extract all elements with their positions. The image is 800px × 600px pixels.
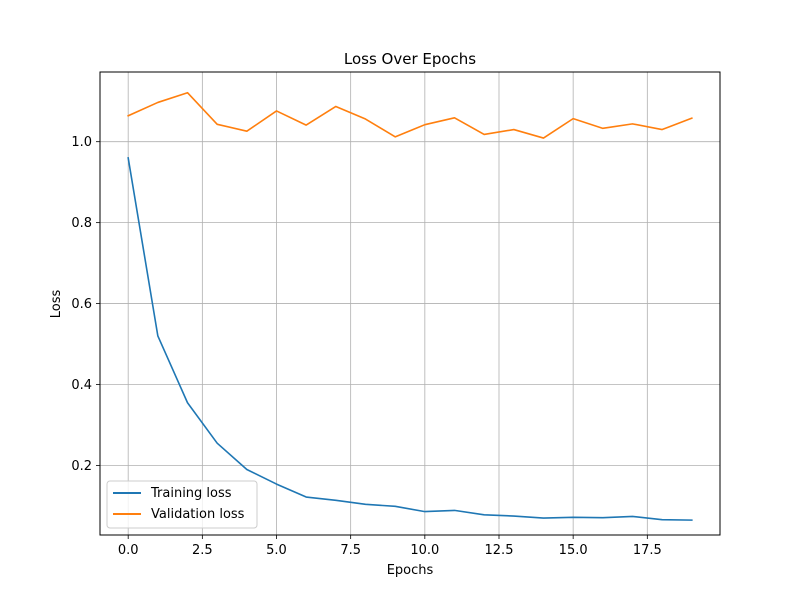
series-layer — [127, 91, 693, 521]
x-tick-label: 17.5 — [633, 543, 662, 558]
series-line-training-loss — [127, 156, 693, 521]
grid-layer — [100, 72, 720, 535]
y-tick-label: 0.8 — [71, 216, 92, 231]
y-tick-label: 0.6 — [71, 297, 92, 312]
tick-layer: 0.0 2.5 5.0 7.5 10.0 12.5 15.0 17.5 0.2 0.4 0.6 0.8… — [71, 135, 661, 558]
y-tick-label: 0.4 — [71, 378, 92, 393]
chart-title: Loss Over Epochs — [344, 50, 476, 68]
series-line-validation-loss — [127, 91, 693, 139]
x-tick-label: 0.0 — [118, 543, 139, 558]
x-tick-label: 5.0 — [266, 543, 287, 558]
legend-box — [106, 480, 258, 529]
y-axis-label: Loss — [49, 290, 64, 319]
x-tick-label: 12.5 — [485, 543, 514, 558]
legend-label-validation-loss: Validation loss — [151, 507, 245, 522]
y-tick-label: 1.0 — [71, 135, 92, 150]
x-axis-label: Epochs — [387, 563, 434, 578]
y-tick-label: 0.2 — [71, 459, 92, 474]
x-tick-label: 15.0 — [559, 543, 588, 558]
x-tick-label: 7.5 — [340, 543, 361, 558]
legend-label-training-loss: Training loss — [150, 486, 232, 501]
x-tick-label: 10.0 — [410, 543, 439, 558]
legend: Training loss Validation loss — [106, 480, 258, 529]
x-tick-label: 2.5 — [192, 543, 213, 558]
